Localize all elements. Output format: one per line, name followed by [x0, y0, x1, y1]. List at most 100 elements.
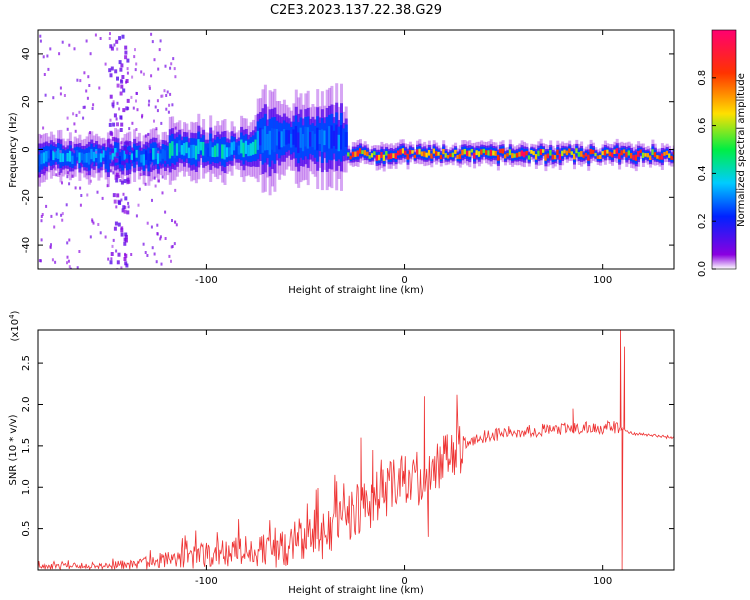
- heatmap-y-tick-label: -40: [21, 237, 32, 253]
- heatmap-cell: [641, 152, 645, 158]
- heatmap-speckle: [130, 159, 133, 163]
- heatmap-cell: [466, 150, 469, 157]
- heatmap-cell: [515, 152, 519, 158]
- heatmap-speckle: [156, 109, 159, 113]
- snr-panel: -100 0 100 0.5 1.0 1.5 2.0 2.5 Height of straig…: [8, 310, 675, 596]
- heatmap-cell: [278, 131, 282, 150]
- heatmap-speckle: [46, 54, 49, 58]
- heatmap-cell: [463, 149, 467, 155]
- heatmap-speckle: [151, 198, 153, 202]
- heatmap-cell: [427, 150, 431, 156]
- heatmap-speckle: [157, 150, 160, 154]
- heatmap-speckle: [166, 90, 169, 94]
- heatmap-speckle: [112, 171, 115, 175]
- heatmap-speckle: [41, 213, 44, 216]
- heatmap-speckle: [124, 232, 128, 237]
- heatmap-speckle: [148, 85, 151, 89]
- heatmap-cell: [175, 143, 179, 156]
- heatmap-y-tick-label: -20: [21, 189, 32, 205]
- heatmap-speckle: [173, 67, 176, 71]
- heatmap-cell: [606, 149, 610, 154]
- heatmap-speckle: [125, 140, 129, 145]
- heatmap-speckle: [151, 246, 154, 250]
- heatmap-speckle: [170, 62, 173, 66]
- heatmap-cell: [435, 151, 439, 157]
- heatmap-speckle: [127, 201, 130, 205]
- heatmap-cell: [316, 127, 320, 151]
- heatmap-cell: [218, 144, 222, 156]
- heatmap-speckle: [80, 194, 83, 197]
- heatmap-cell: [653, 152, 657, 158]
- heatmap-speckle: [94, 33, 97, 37]
- heatmap-speckle: [70, 148, 73, 152]
- heatmap-speckle: [73, 47, 76, 51]
- heatmap-cell: [561, 150, 565, 157]
- heatmap-speckle: [89, 52, 92, 56]
- heatmap-speckle: [39, 39, 42, 43]
- heatmap-speckle: [122, 108, 126, 113]
- heatmap-speckle: [79, 203, 82, 207]
- heatmap-speckle: [142, 242, 145, 246]
- snr-frame: [37, 329, 675, 571]
- heatmap-cell: [106, 153, 110, 166]
- heatmap-speckle: [109, 44, 113, 49]
- snr-y-label: SNR (10 * v/v): [8, 414, 19, 485]
- heatmap-speckle: [171, 219, 173, 222]
- colorbar-ticks: 0.0 0.2 0.4 0.6 0.8: [697, 70, 716, 277]
- heatmap-ticks: -100 0 100 -40 -20 0 20 40: [21, 30, 674, 286]
- heatmap-cell: [166, 150, 170, 160]
- heatmap-cell: [68, 150, 72, 162]
- heatmap-cell: [613, 149, 617, 154]
- heatmap-speckle: [159, 39, 162, 43]
- heatmap-speckle: [125, 79, 129, 83]
- heatmap-speckle: [63, 94, 66, 97]
- heatmap-speckle: [159, 237, 162, 241]
- heatmap-speckle: [171, 245, 174, 248]
- heatmap-speckle: [112, 238, 115, 242]
- heatmap-speckle: [112, 122, 116, 127]
- heatmap-speckle: [150, 225, 153, 229]
- heatmap-cell: [273, 128, 277, 153]
- heatmap-cell: [644, 153, 648, 157]
- heatmap-speckle: [89, 131, 91, 135]
- heatmap-speckle: [125, 158, 129, 163]
- heatmap-cell: [244, 140, 248, 154]
- heatmap-speckle: [78, 110, 81, 114]
- heatmap-speckle: [73, 150, 76, 154]
- heatmap-speckle: [127, 205, 130, 209]
- heatmap-speckle: [174, 188, 177, 192]
- heatmap-cell: [209, 141, 213, 157]
- heatmap-cell: [252, 141, 255, 155]
- heatmap-cell: [397, 150, 400, 156]
- heatmap-speckle: [120, 228, 124, 233]
- heatmap-speckle: [164, 210, 167, 214]
- heatmap-speckle: [112, 193, 116, 198]
- heatmap-speckle: [85, 39, 88, 43]
- heatmap-speckle: [131, 121, 134, 125]
- heatmap-cell: [49, 149, 53, 161]
- heatmap-speckle: [55, 212, 58, 216]
- heatmap-speckle: [104, 235, 107, 239]
- heatmap-cell: [71, 155, 75, 164]
- heatmap-cell: [301, 134, 305, 152]
- heatmap-speckle: [120, 266, 123, 269]
- snr-y-tick-label: 1.0: [21, 479, 32, 495]
- heatmap-speckle: [116, 47, 119, 51]
- colorbar-tick-label: 0.8: [697, 70, 708, 86]
- heatmap-speckle: [122, 161, 126, 166]
- heatmap-speckle: [112, 100, 115, 104]
- heatmap-cell: [658, 155, 662, 160]
- heatmap-speckle: [110, 46, 114, 51]
- heatmap-cell: [618, 153, 622, 160]
- heatmap-cell: [297, 132, 301, 153]
- heatmap-cell: [337, 134, 341, 152]
- heatmap-speckle: [153, 119, 155, 123]
- heatmap-speckle: [148, 99, 151, 103]
- heatmap-cell: [349, 155, 353, 160]
- heatmap-speckle: [115, 117, 118, 121]
- heatmap-speckle: [59, 92, 62, 96]
- heatmap-cell: [632, 155, 636, 161]
- heatmap-cell: [340, 125, 343, 150]
- heatmap-speckle: [91, 107, 94, 110]
- heatmap-y-tick-label: 20: [21, 95, 32, 108]
